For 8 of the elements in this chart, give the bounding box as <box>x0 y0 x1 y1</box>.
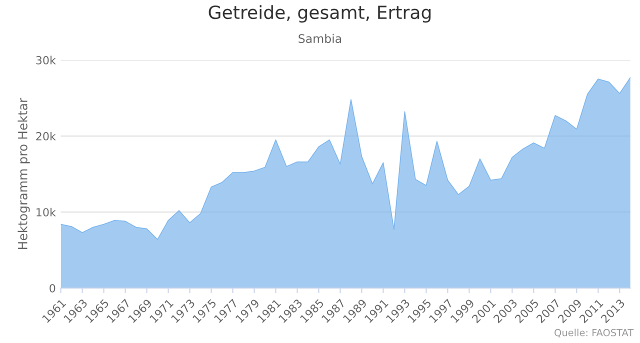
y-tick-label: 20k <box>36 132 56 140</box>
y-axis-title: Hektogramm pro Hektar <box>18 98 30 250</box>
y-tick-label: 0 <box>50 284 56 292</box>
chart-title: Getreide, gesamt, Ertrag <box>208 5 431 23</box>
y-tick-label: 10k <box>36 208 56 216</box>
y-tick-label: 30k <box>36 56 56 64</box>
chart-subtitle: Sambia <box>298 34 342 44</box>
source-note: Quelle: FAOSTAT <box>554 328 634 338</box>
